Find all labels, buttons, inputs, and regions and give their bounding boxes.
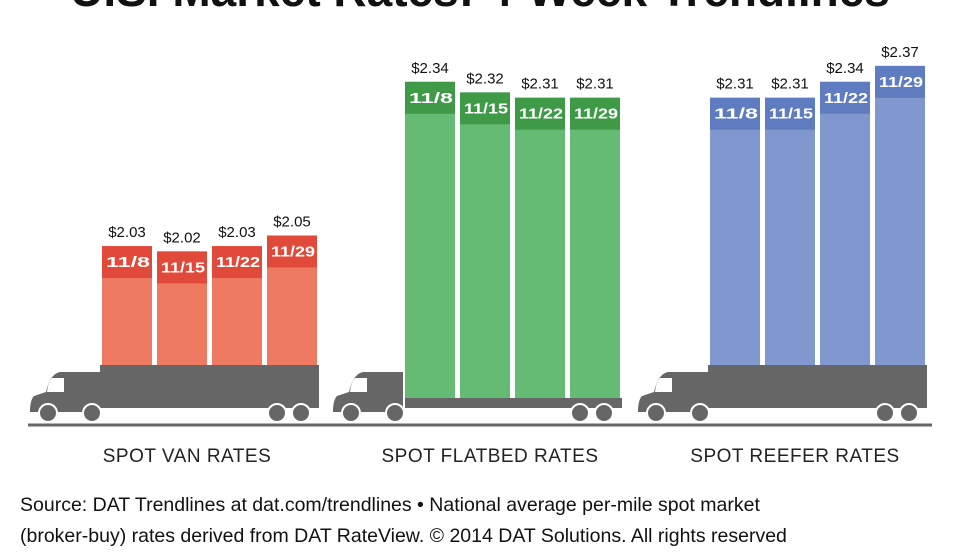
wheel bbox=[570, 403, 590, 423]
truck-window bbox=[47, 378, 64, 392]
wheel bbox=[291, 403, 311, 423]
truck-cab bbox=[30, 372, 100, 412]
category-label: 11/22 bbox=[216, 254, 260, 271]
wheel bbox=[38, 403, 58, 423]
bar-date-band bbox=[570, 97, 620, 130]
bar-date-band bbox=[765, 97, 815, 130]
wheel bbox=[594, 403, 614, 423]
bar bbox=[710, 97, 760, 366]
value-label: $2.31 bbox=[576, 76, 614, 93]
source-text: Source: DAT Trendlines at dat.com/trendl… bbox=[20, 494, 760, 516]
category-label: 11/22 bbox=[519, 106, 563, 123]
trailer bbox=[708, 365, 927, 408]
category-label: 11/15 bbox=[464, 100, 508, 117]
bar bbox=[515, 97, 565, 398]
bar-date-band bbox=[710, 97, 760, 130]
category-label: 11/29 bbox=[574, 106, 618, 123]
value-label: $2.03 bbox=[108, 224, 146, 241]
value-label: $2.32 bbox=[466, 70, 504, 87]
category-label: 11/29 bbox=[271, 243, 315, 260]
bar-date-band bbox=[515, 97, 565, 130]
bar-date-band bbox=[405, 81, 455, 114]
bar bbox=[820, 81, 870, 367]
bar-date-band bbox=[267, 235, 317, 268]
truck-cab bbox=[333, 372, 403, 412]
group-label: SPOT FLATBED RATES bbox=[382, 446, 599, 467]
bar-date-band bbox=[875, 65, 925, 98]
value-label: $2.34 bbox=[826, 60, 864, 77]
value-label: $2.37 bbox=[881, 44, 919, 61]
wheel bbox=[267, 403, 287, 423]
chart-title: U.S. Market Rates: 4-Week Trendlines bbox=[70, 0, 890, 16]
wheel bbox=[875, 403, 895, 423]
wheel bbox=[646, 403, 666, 423]
bar bbox=[570, 97, 620, 398]
truck-window bbox=[655, 378, 672, 392]
wheel bbox=[899, 403, 919, 423]
trailer-deck bbox=[405, 398, 622, 408]
source-text: (broker-buy) rates derived from DAT Rate… bbox=[20, 525, 787, 547]
trailer bbox=[100, 365, 319, 408]
bar-date-band bbox=[157, 251, 207, 284]
value-label: $2.02 bbox=[163, 229, 201, 246]
value-label: $2.05 bbox=[273, 213, 311, 230]
category-label: 11/8 bbox=[409, 90, 453, 107]
category-label: 11/15 bbox=[769, 106, 813, 123]
value-label: $2.34 bbox=[411, 60, 449, 77]
truck-window bbox=[350, 378, 367, 392]
value-label: $2.03 bbox=[218, 224, 256, 241]
wheel bbox=[82, 403, 102, 423]
wheel bbox=[385, 403, 405, 423]
truck-cab bbox=[638, 372, 708, 412]
category-label: 11/15 bbox=[161, 259, 205, 276]
group-label: SPOT VAN RATES bbox=[103, 446, 272, 467]
bar bbox=[460, 92, 510, 399]
group-label: SPOT REEFER RATES bbox=[690, 446, 899, 467]
wheel bbox=[690, 403, 710, 423]
value-label: $2.31 bbox=[521, 76, 559, 93]
category-label: 11/29 bbox=[879, 74, 923, 91]
bar bbox=[875, 65, 925, 367]
bar-date-band bbox=[102, 246, 152, 279]
value-label: $2.31 bbox=[771, 76, 809, 93]
category-label: 11/8 bbox=[714, 106, 758, 123]
wheel bbox=[341, 403, 361, 423]
category-label: 11/22 bbox=[824, 90, 868, 107]
bar-date-band bbox=[820, 81, 870, 114]
category-label: 11/8 bbox=[106, 254, 150, 271]
bar-date-band bbox=[212, 246, 262, 279]
value-label: $2.31 bbox=[716, 76, 754, 93]
bar bbox=[405, 81, 455, 399]
bar bbox=[765, 97, 815, 366]
bar-date-band bbox=[460, 92, 510, 125]
